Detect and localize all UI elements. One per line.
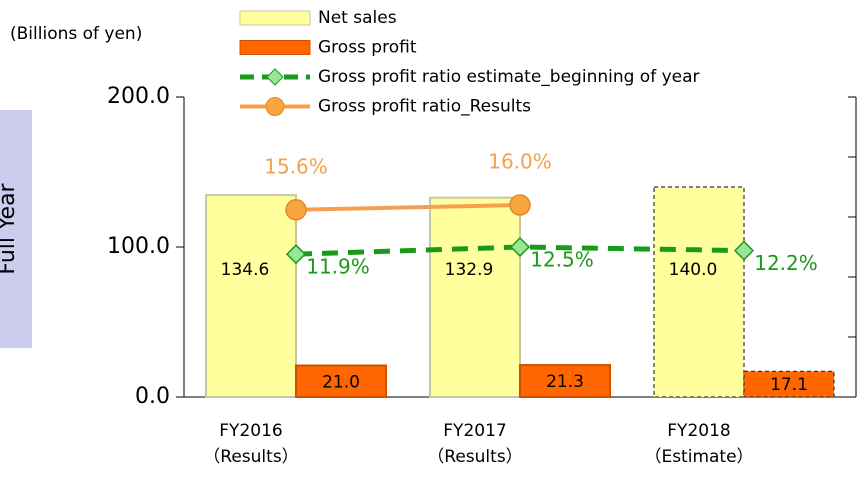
- x-tick-label: （Results）: [203, 447, 298, 467]
- bar-label: 132.9: [445, 260, 494, 280]
- side-label: Full Year: [0, 182, 20, 274]
- marker: [509, 194, 531, 216]
- legend-label: Net sales: [318, 8, 397, 28]
- legend-label: Gross profit: [318, 38, 417, 58]
- bar: [653, 186, 745, 398]
- x-tick-label: FY2016: [219, 421, 282, 441]
- bar: [429, 196, 521, 398]
- x-tick-label: FY2017: [443, 421, 506, 441]
- marker: [285, 199, 307, 221]
- y-tick-label: 0.0: [135, 384, 170, 409]
- line-label: 11.9%: [306, 255, 370, 279]
- bar: [519, 364, 611, 398]
- line-label: 12.5%: [530, 248, 594, 272]
- bar-label: 21.3: [546, 372, 584, 392]
- line-label: 16.0%: [488, 150, 552, 174]
- line-label: 12.2%: [754, 251, 818, 275]
- marker: [733, 240, 755, 261]
- x-tick-label: （Results）: [427, 447, 522, 467]
- legend-label: Gross profit ratio estimate_beginning of…: [318, 67, 700, 87]
- line: [295, 203, 521, 212]
- bar-label: 17.1: [770, 375, 808, 395]
- side-box: [0, 110, 32, 348]
- x-tick-label: （Estimate）: [644, 447, 753, 467]
- line: [295, 244, 745, 257]
- bar-label: 134.6: [221, 260, 270, 280]
- line-label: 15.6%: [264, 154, 328, 178]
- legend-swatch: [239, 40, 311, 55]
- y-tick-label: 100.0: [107, 234, 170, 259]
- y-axis-label: (Billions of yen): [10, 24, 142, 44]
- y-tick-label: 200.0: [107, 84, 170, 109]
- marker: [285, 244, 307, 265]
- legend-swatch: [239, 10, 311, 26]
- bar-label: 140.0: [669, 260, 718, 280]
- bar-label: 21.0: [322, 372, 360, 392]
- marker: [509, 236, 531, 258]
- bar: [295, 364, 387, 398]
- bar: [205, 194, 297, 398]
- bar: [743, 370, 835, 398]
- legend-marker: [265, 97, 285, 116]
- legend-marker: [266, 68, 284, 86]
- x-tick-label: FY2018: [667, 421, 730, 441]
- legend-label: Gross profit ratio_Results: [318, 97, 531, 117]
